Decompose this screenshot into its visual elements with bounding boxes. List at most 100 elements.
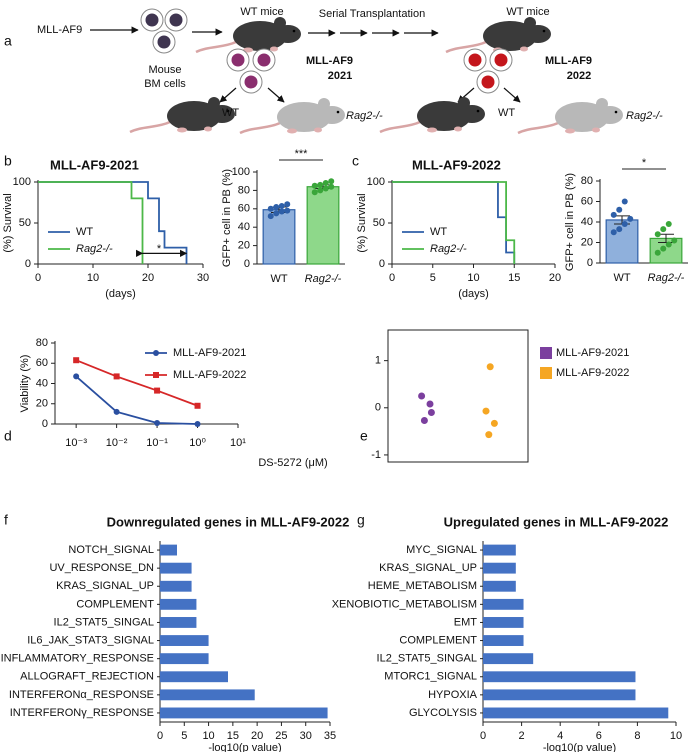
y-tick-label: XENOBIOTIC_METABOLISM (332, 598, 477, 610)
recipient-label: WT mice (506, 6, 549, 18)
legend-label: WT (76, 226, 93, 238)
y-axis-label: (%) Survival (2, 193, 14, 252)
recipient-label: WT mice (240, 6, 283, 18)
mouse (444, 15, 553, 54)
series-line (75, 359, 198, 407)
panel-a: a MLL-AF9 Mouse BM cells WT mice Serial … (4, 6, 663, 135)
data-point (654, 231, 661, 238)
panel-label: b (4, 153, 12, 169)
y-axis-label: GFP+ cell in PB (%) (564, 173, 576, 271)
y-tick-label: KRAS_SIGNAL_UP (56, 580, 154, 592)
x-tick-label: 5 (430, 272, 436, 284)
x-tick-label: 20 (549, 272, 561, 284)
data-point (671, 237, 678, 244)
arrow (219, 87, 237, 103)
y-tick-label: 100 (13, 176, 31, 188)
group-year: 2021 (328, 70, 352, 82)
data-point (311, 189, 318, 196)
group-name: MLL-AF9 (306, 55, 353, 67)
data-point (418, 392, 426, 400)
bar (160, 562, 192, 574)
bar (160, 653, 209, 665)
panel-label: c (352, 153, 359, 169)
y-tick-label: 60 (36, 357, 48, 369)
y-tick-label: COMPLEMENT (76, 598, 154, 610)
annotation: * (642, 157, 647, 169)
bar (160, 635, 209, 646)
y-tick-label: 60 (238, 203, 250, 215)
mouse (128, 95, 237, 134)
x-tick-label: WT (613, 272, 630, 284)
x-tick-label: 30 (197, 272, 209, 284)
cell (226, 48, 250, 72)
y-tick-label: 40 (36, 377, 48, 389)
mouse (194, 15, 303, 54)
data-point (194, 421, 201, 427)
x-tick-label: 10 (202, 730, 214, 742)
data-point (73, 373, 80, 380)
process-label: Serial Transplantation (319, 8, 425, 20)
data-point (322, 185, 329, 192)
bar (483, 635, 524, 646)
cells-label: BM cells (144, 78, 186, 90)
legend-label: Rag2-/- (430, 243, 467, 255)
data-point (427, 409, 435, 416)
data-point (267, 205, 274, 212)
y-tick-label: 100 (367, 176, 385, 188)
bar (483, 544, 516, 556)
y-tick-label: 20 (581, 236, 593, 248)
x-tick-label: 8 (634, 730, 640, 742)
x-tick-label: 4 (557, 730, 563, 742)
y-tick-label: MTORC1_SIGNAL (384, 671, 477, 683)
y-tick-label: 80 (36, 337, 48, 349)
y-tick-label: COMPLEMENT (399, 634, 477, 646)
bar (160, 580, 192, 592)
x-tick-label: 0 (389, 272, 395, 284)
bar (483, 562, 516, 574)
mouse (378, 95, 487, 134)
x-tick-label: 5 (181, 730, 187, 742)
data-point (154, 387, 161, 394)
bar (483, 689, 636, 701)
chart-title: MLL-AF9-2022 (412, 157, 501, 172)
group-name: MLL-AF9 (545, 55, 592, 67)
panel-label: d (4, 428, 12, 444)
data-point (284, 201, 291, 208)
data-point (665, 241, 672, 248)
arrow (503, 87, 521, 103)
y-tick-label: KRAS_SIGNAL_UP (379, 562, 477, 574)
legend-swatch (540, 347, 552, 359)
y-tick-label: 0 (587, 257, 593, 269)
legend-label: MLL-AF9-2022 (173, 369, 246, 381)
x-tick-label: 10⁰ (189, 437, 206, 449)
y-tick-label: -1 (371, 449, 381, 461)
y-tick-label: 100 (232, 166, 250, 178)
data-point (113, 408, 120, 415)
y-tick-label: 40 (238, 221, 250, 233)
y-axis-label: Viability (%) (19, 355, 31, 413)
mouse (238, 96, 347, 135)
data-point (278, 208, 285, 215)
y-tick-label: 0 (375, 402, 381, 414)
x-tick-label: 20 (251, 730, 263, 742)
y-tick-label: GLYCOLYSIS (409, 707, 477, 719)
y-tick-label: NOTCH_SIGNAL (68, 544, 154, 556)
annotation: * (157, 243, 162, 255)
x-tick-label: 20 (142, 272, 154, 284)
panel-label: e (360, 428, 368, 444)
y-tick-label: IL6_JAK_STAT3_SIGNAL (27, 634, 154, 646)
data-point (328, 178, 335, 185)
data-point (420, 417, 428, 425)
wt-label: WT (222, 107, 239, 119)
bar (483, 598, 524, 610)
bar (160, 598, 197, 610)
x-tick-label: 10 (467, 272, 479, 284)
wt-label: WT (498, 107, 515, 119)
x-tick-label: Rag2-/- (305, 273, 342, 285)
bar (160, 544, 177, 556)
data-point (627, 215, 634, 222)
data-point (621, 221, 628, 228)
bar (483, 671, 636, 683)
bar (160, 671, 228, 683)
y-axis-label: (%) Survival (356, 193, 368, 252)
